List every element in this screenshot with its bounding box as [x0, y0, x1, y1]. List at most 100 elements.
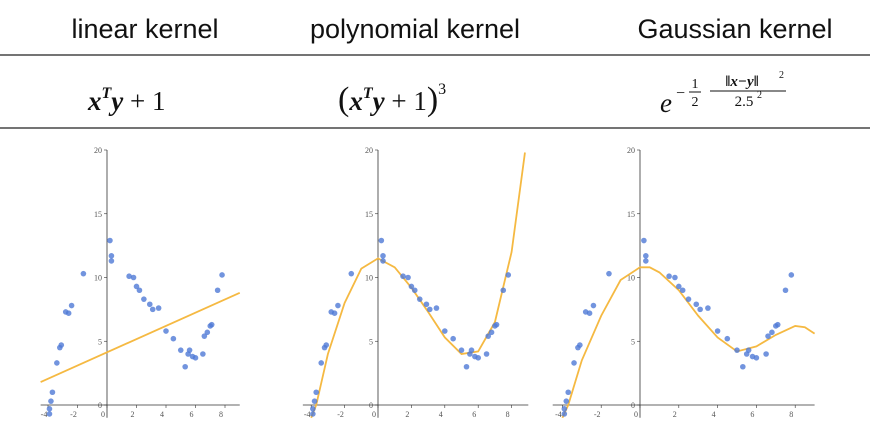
point — [740, 363, 746, 370]
point — [311, 398, 318, 404]
y-tick-label: 0 — [631, 401, 635, 410]
point — [313, 389, 320, 396]
formula-part: − — [676, 85, 685, 102]
point — [672, 274, 678, 281]
x-tick-label: -2 — [337, 410, 344, 419]
y-tick-label: 10 — [94, 274, 102, 283]
point — [141, 296, 147, 302]
point — [577, 342, 583, 348]
y-tick-label: 15 — [627, 210, 635, 219]
point — [586, 310, 593, 317]
point — [201, 333, 208, 339]
formula-part: y — [108, 86, 124, 116]
point — [765, 333, 771, 339]
point — [724, 335, 731, 342]
x-tick-label: 4 — [712, 410, 716, 419]
y-tick-label: 5 — [369, 337, 373, 346]
point — [126, 273, 132, 280]
formula-part: 2 — [779, 70, 784, 81]
y-tick-label: 20 — [365, 146, 373, 155]
point — [408, 283, 415, 290]
x-tick-label: 2 — [673, 410, 677, 419]
point — [666, 273, 672, 280]
point — [590, 302, 597, 309]
point — [606, 270, 612, 277]
point — [331, 310, 338, 317]
point — [753, 355, 760, 361]
x-tick-label: 0 — [634, 410, 638, 419]
formula: (xTy + 1)3 — [338, 81, 446, 118]
header: polynomial kernel — [310, 14, 520, 44]
header: Gaussian kernel — [637, 14, 832, 44]
point — [433, 305, 440, 311]
y-tick-label: 10 — [365, 274, 373, 283]
point — [68, 302, 75, 309]
point — [643, 253, 649, 259]
x-tick-label: 8 — [219, 410, 223, 419]
y-tick-label: 5 — [98, 337, 102, 346]
x-tick-label: 8 — [789, 410, 793, 419]
formula-part: + 1 — [385, 86, 427, 116]
point — [380, 253, 386, 259]
point — [405, 274, 411, 281]
point — [58, 342, 65, 348]
x-tick-label: 2 — [131, 410, 135, 419]
x-tick-label: 0 — [372, 410, 376, 419]
x-tick-label: 4 — [439, 410, 443, 419]
point — [400, 273, 406, 280]
formula-part: e — [660, 88, 672, 118]
point — [483, 351, 490, 357]
point — [500, 287, 507, 294]
point — [146, 301, 153, 308]
formula-part: x — [87, 86, 102, 116]
point — [378, 237, 385, 244]
point — [411, 287, 418, 294]
point — [493, 321, 500, 328]
point — [442, 328, 448, 334]
point — [46, 406, 53, 412]
point — [108, 253, 115, 259]
point — [107, 237, 113, 244]
point — [774, 321, 781, 328]
x-tick-label: -2 — [594, 410, 601, 419]
point — [505, 272, 512, 278]
point — [163, 328, 169, 334]
y-tick-label: 15 — [94, 210, 102, 219]
x-tick-label: 0 — [101, 410, 105, 419]
point — [204, 329, 211, 336]
point — [318, 360, 325, 366]
point — [769, 329, 775, 336]
point — [782, 287, 789, 294]
point — [214, 287, 221, 294]
point — [192, 355, 199, 361]
point — [571, 360, 577, 366]
point — [133, 283, 140, 290]
point — [485, 333, 492, 339]
point — [458, 347, 465, 353]
point — [200, 351, 206, 357]
point — [450, 335, 456, 342]
point — [676, 283, 682, 290]
point — [136, 287, 143, 294]
x-tick-label: 6 — [472, 410, 476, 419]
formula-part: 2 — [757, 90, 762, 101]
point — [348, 270, 355, 277]
point — [323, 342, 330, 348]
x-tick-label: 6 — [190, 410, 194, 419]
fit-curve — [561, 266, 816, 419]
y-tick-label: 10 — [627, 274, 635, 283]
point — [745, 347, 752, 353]
point — [561, 406, 568, 412]
fit-curve — [310, 152, 526, 419]
x-tick-label: -4 — [555, 410, 562, 419]
point — [423, 301, 430, 308]
point — [49, 389, 56, 396]
formula-part: y — [370, 86, 386, 116]
formula-part: 3 — [438, 81, 446, 98]
point — [310, 406, 316, 412]
formula-part: 1 — [692, 77, 699, 92]
point — [186, 347, 193, 353]
y-tick-label: 20 — [627, 146, 635, 155]
formula-part: ( — [338, 81, 349, 118]
